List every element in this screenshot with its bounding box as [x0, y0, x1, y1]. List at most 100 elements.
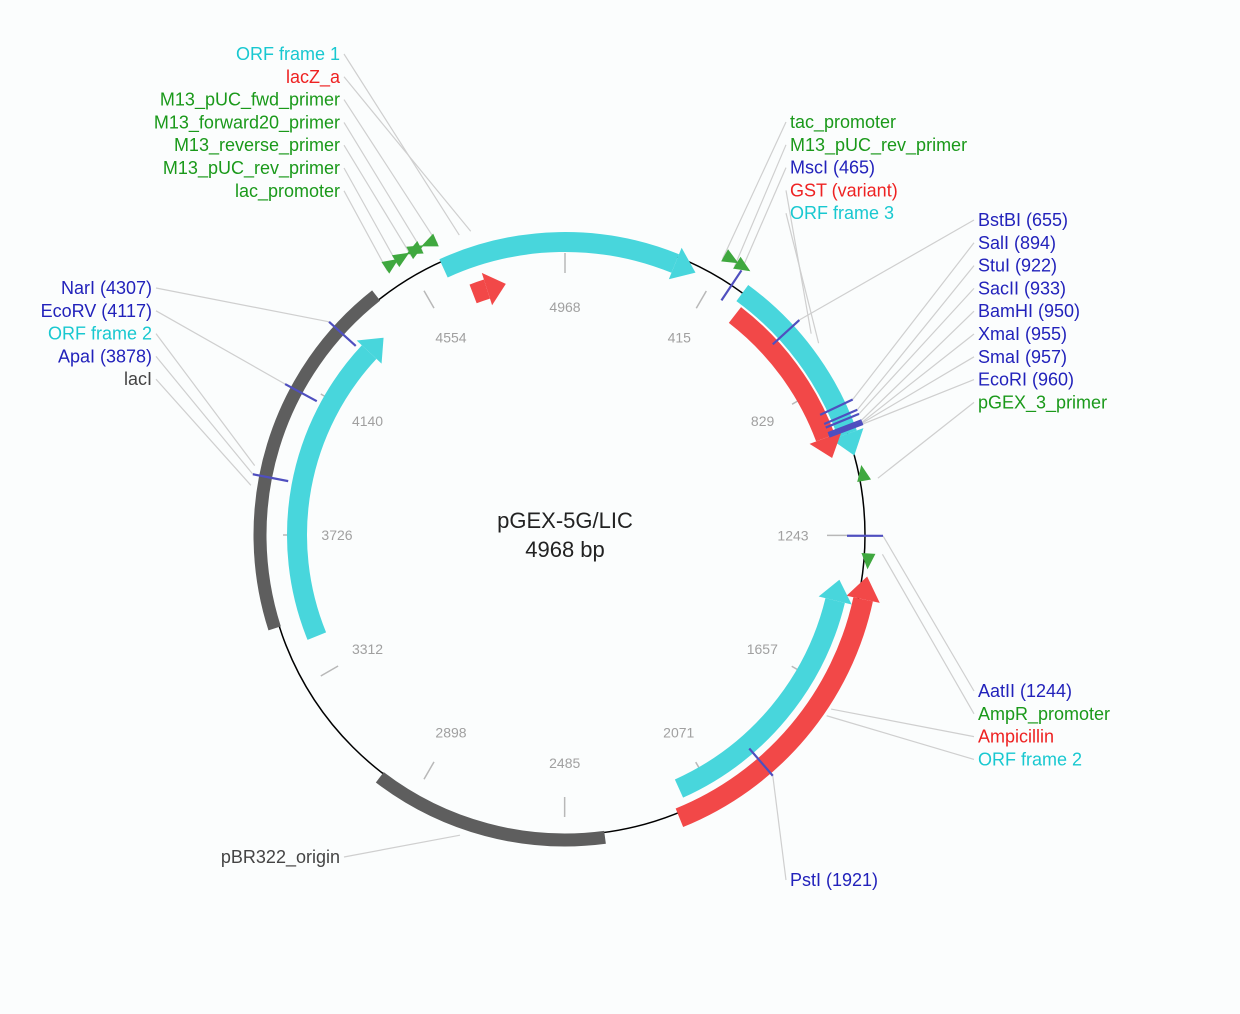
label-m13-puc-fwd-primer: M13_pUC_fwd_primer	[160, 90, 340, 111]
label-orf-frame-3: ORF frame 3	[790, 203, 894, 223]
tick-label-2485: 2485	[549, 755, 580, 771]
label-m13-forward20-primer: M13_forward20_primer	[154, 112, 340, 133]
label-ecori-960: EcoRI (960)	[978, 370, 1074, 390]
tick-label-1657: 1657	[747, 641, 778, 657]
tick-label-4968: 4968	[549, 299, 580, 315]
label-bstbi-655: BstBI (655)	[978, 210, 1068, 230]
site-psti-mark	[748, 747, 774, 777]
tick-label-2898: 2898	[435, 724, 466, 740]
leader-orf-frame-3	[785, 213, 820, 344]
leader-laci	[155, 378, 252, 486]
site-bstbi-mark	[772, 319, 801, 346]
feature-ampicillin-arc	[675, 597, 873, 828]
primer-m13-puc-rev-primer	[733, 256, 751, 272]
tick-415	[695, 290, 707, 309]
label-xmai-955: XmaI (955)	[978, 324, 1067, 344]
leader-orf-frame-2	[826, 715, 975, 760]
leader-bamhi-950	[861, 310, 975, 421]
leader-lac-promoter	[343, 190, 389, 272]
site-ecorv-mark	[284, 383, 318, 403]
label-orf-frame-2: ORF frame 2	[48, 324, 152, 344]
site-msci-mark	[720, 269, 743, 301]
label-apai-3878: ApaI (3878)	[58, 346, 152, 366]
leader-ecori-960	[862, 379, 975, 425]
tick-label-3312: 3312	[352, 641, 383, 657]
feature-orf-frame-2-arrowhead	[818, 579, 852, 605]
label-psti-1921: PstI (1921)	[790, 870, 878, 890]
feature-ampicillin-arrowhead	[846, 576, 880, 603]
feature-lacz-a-arrowhead	[481, 272, 506, 306]
site-ecori-mark	[828, 422, 864, 438]
site-nari-mark	[328, 320, 357, 347]
leader-pgex-3-primer	[877, 401, 975, 479]
site-sacii-mark	[825, 412, 860, 429]
tick-4554	[423, 290, 435, 309]
primer-m13-puc-fwd-primer	[421, 233, 439, 247]
label-ampr-promoter: AmpR_promoter	[978, 704, 1110, 725]
label-sacii-933: SacII (933)	[978, 278, 1066, 298]
leader-smai-957	[862, 356, 975, 424]
feature-gst-variant-arrowhead	[809, 432, 842, 458]
feature-lacz-a-arc	[469, 279, 491, 304]
feature-orf-frame-1-arrowhead	[668, 247, 696, 280]
primer-pgex-3-primer	[857, 464, 871, 482]
plasmid-size: 4968 bp	[525, 537, 605, 562]
primer-tac-promoter	[721, 249, 739, 264]
feature-orf-frame-2-arrowhead	[356, 337, 384, 364]
tick-label-829: 829	[751, 413, 775, 429]
label-msci-465: MscI (465)	[790, 158, 875, 178]
tick-2898	[423, 761, 435, 780]
plasmid-name: pGEX-5G/LIC	[497, 508, 633, 533]
site-bamhi-mark	[827, 419, 862, 435]
labels: ORF frame 1 lacZ_aM13_pUC_fwd_primerM13_f…	[41, 44, 1110, 890]
label-m13-puc-rev-primer: M13_pUC_rev_primer	[163, 158, 340, 179]
leader-tac-promoter	[722, 121, 787, 260]
leader-psti-1921	[772, 775, 787, 881]
label-gst-variant: GST (variant)	[790, 180, 898, 200]
tick-label-2071: 2071	[663, 725, 694, 741]
primer-lac-promoter	[381, 258, 399, 274]
leader-sali-894	[852, 242, 975, 400]
label-aatii-1244: AatII (1244)	[978, 681, 1072, 701]
primer-m13-reverse-primer	[406, 245, 424, 260]
leader-lacz-a	[343, 76, 472, 232]
leader-aatii-1244	[882, 535, 975, 692]
label-nari-4307: NarI (4307)	[61, 278, 152, 298]
label-tac-promoter: tac_promoter	[790, 112, 896, 133]
leader-m13-reverse-primer	[343, 144, 413, 257]
label-m13-reverse-primer: M13_reverse_primer	[174, 135, 340, 156]
primer-m13-puc-rev-primer	[391, 252, 410, 268]
feature-pbr322-origin-arc	[375, 772, 606, 847]
feature-laci-arc	[253, 290, 381, 631]
tick-label-3726: 3726	[321, 527, 352, 543]
tick-label-4554: 4554	[435, 330, 466, 346]
restriction-sites	[252, 269, 884, 777]
site-stui-mark	[823, 408, 858, 425]
label-pgex-3-primer: pGEX_3_primer	[978, 392, 1107, 413]
leader-sacii-933	[858, 287, 975, 415]
leader-nari-4307	[155, 287, 330, 323]
leader-m13-puc-fwd-primer	[343, 99, 439, 244]
leader-m13-puc-rev-primer	[734, 144, 787, 267]
label-smai-957: SmaI (957)	[978, 347, 1067, 367]
feature-orf-frame-2-arc	[674, 598, 845, 798]
label-ampicillin: Ampicillin	[978, 727, 1054, 747]
label-orf-frame-1: ORF frame 1	[236, 44, 340, 64]
label-ecorv-4117: EcoRV (4117)	[41, 301, 152, 321]
leader-ampicillin	[831, 708, 975, 738]
label-pbr322-origin: pBR322_origin	[221, 847, 340, 868]
tick-label-415: 415	[668, 330, 692, 346]
feature-orf-frame-3-arrowhead	[831, 428, 864, 456]
tick-label-4140: 4140	[352, 413, 383, 429]
feature-gst-variant-arc	[728, 307, 835, 442]
leader-pbr322-origin	[343, 834, 461, 858]
label-lac-promoter: lac_promoter	[235, 181, 340, 202]
leader-stui-922	[856, 265, 975, 411]
tick-3312	[320, 665, 339, 677]
leader-orf-frame-2	[155, 333, 256, 466]
leader-lines	[155, 53, 975, 881]
leader-ecorv-4117	[155, 310, 286, 385]
features	[253, 232, 880, 847]
leader-xmai-955	[861, 333, 975, 423]
